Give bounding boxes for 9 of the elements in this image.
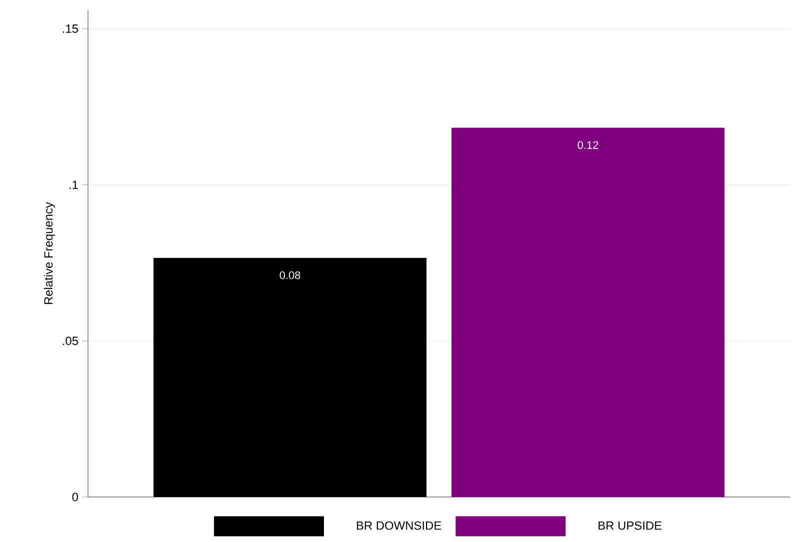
data-label: 0.08 bbox=[280, 271, 300, 280]
y-tick-label: .15 bbox=[62, 24, 78, 33]
y-tick-label: 0 bbox=[72, 492, 78, 502]
y-tick-label: .05 bbox=[62, 336, 78, 346]
text: BR DOWNSIDE bbox=[356, 521, 442, 530]
y-tick-label: .1 bbox=[70, 180, 78, 189]
text: BR UPSIDE bbox=[598, 521, 662, 530]
data-label: 0.12 bbox=[578, 141, 598, 149]
y-axis-title: Relative Frequency bbox=[44, 202, 56, 304]
